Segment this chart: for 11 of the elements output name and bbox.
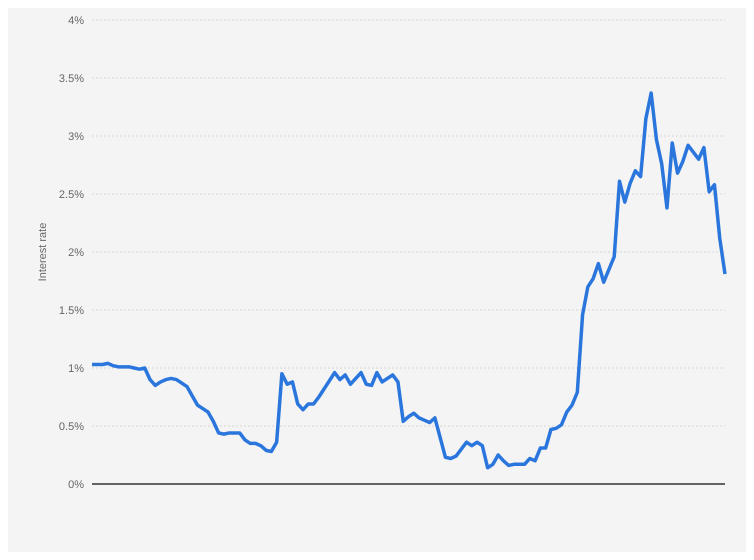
y-tick-label: 3%	[68, 130, 84, 143]
y-axis-title: Interest rate	[36, 222, 49, 282]
y-tick-label: 1.5%	[58, 304, 84, 317]
line-series	[90, 91, 727, 470]
y-tick-label: 0%	[68, 478, 84, 491]
y-tick-label: 2.5%	[58, 188, 84, 201]
y-tick-label: 3.5%	[58, 72, 84, 85]
y-tick-label: 2%	[68, 246, 84, 259]
y-tick-label: 4%	[68, 14, 84, 27]
y-tick-label: 1%	[68, 362, 84, 375]
y-tick-label: 0.5%	[58, 420, 84, 433]
